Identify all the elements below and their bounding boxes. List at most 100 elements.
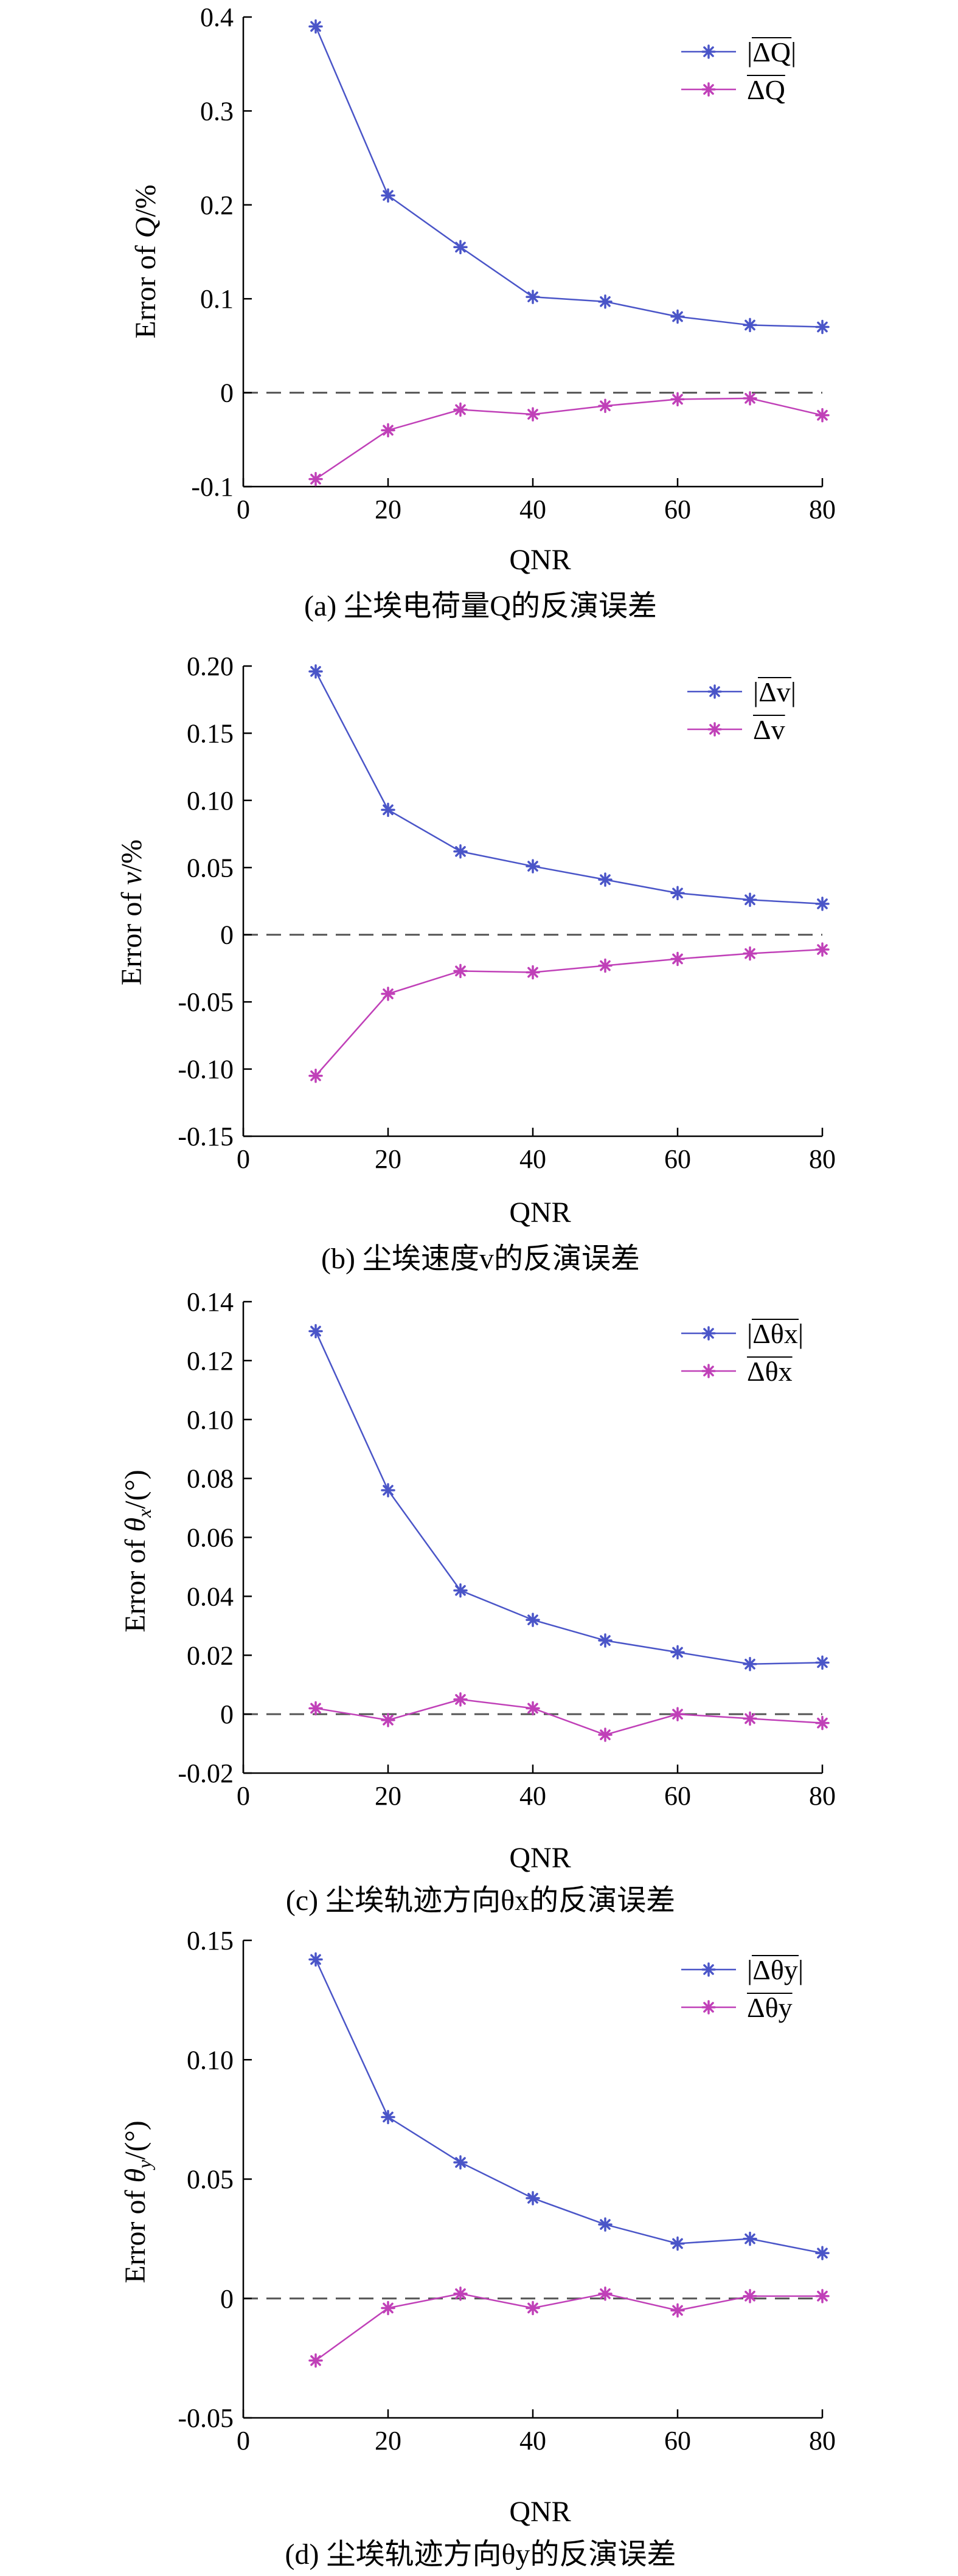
legend-label: Δθy [747,1992,793,2023]
y-tick-label: 0 [220,920,234,950]
legend: |Δθy| Δθy [681,1954,804,2023]
y-axis-label: Error of Q/% [130,184,162,338]
data-point [381,1483,395,1498]
y-tick-label: -0.10 [178,1055,234,1085]
series-abs-error [308,1952,830,2260]
legend-marker [701,1962,716,1977]
legend: |ΔQ| ΔQ [681,36,796,105]
data-point [453,2286,468,2301]
y-label-symbol: v [116,872,148,885]
series-line [314,1959,823,2254]
x-tick-label: 40 [519,495,546,524]
data-point [381,188,395,203]
legend-label: Δv [753,714,785,745]
y-tick-label: 0.05 [187,853,234,883]
y-axis-label: Error of θx/(°) [119,1470,155,1633]
y-tick-label: 0 [220,2284,234,2314]
data-point [743,946,757,961]
y-tick-label: 0.08 [187,1464,234,1494]
x-axis-label: QNR [509,1842,571,1874]
y-tick-label: 0 [220,378,234,408]
legend-entry: |ΔQ| [681,36,796,68]
x-tick-label: 0 [237,1144,250,1174]
y-tick-label: -0.02 [178,1758,234,1788]
x-tick-label: 20 [375,2426,401,2456]
data-point [453,963,468,979]
y-label-unit: /% [130,184,162,217]
y-tick-label: 0.4 [200,2,234,32]
x-tick-label: 60 [664,1781,691,1811]
legend: |Δθx| Δθx [681,1318,804,1387]
x-tick-label: 20 [375,495,401,524]
y-label-prefix: Error of [119,1532,151,1633]
legend-entry: |Δθy| [681,1954,804,1985]
axes-frame [242,1940,822,2419]
data-point [815,319,830,335]
x-tick-label: 40 [519,2426,546,2456]
data-point [308,471,323,487]
data-point [815,408,830,423]
data-point [815,1655,830,1670]
data-point [670,951,685,967]
y-label-prefix: Error of [130,238,162,338]
y-tick-label: 0.3 [200,96,234,126]
x-tick-label: 80 [809,2426,836,2456]
legend-label: |ΔQ| [747,36,796,68]
panel-caption: (c) 尘埃轨迹方向θx的反演误差 [286,1884,675,1917]
y-tick-label: -0.05 [178,2403,234,2433]
data-point [815,942,830,957]
y-tick-label: -0.15 [178,1122,234,1151]
y-tick-label: 0.04 [187,1581,234,1611]
y-label-prefix: Error of [116,885,148,985]
data-point [598,294,613,309]
y-label-prefix: Error of [119,2183,151,2283]
y-tick-label: 0.10 [187,786,234,816]
series-line [315,397,823,480]
x-axis-label: QNR [509,2496,571,2528]
legend-label: |Δv| [753,676,796,707]
x-tick-label: 0 [237,495,250,524]
panel-b: -0.15 -0.10 -0.05 0 0.05 0.10 0.15 0.20 0 20 40 60… [116,651,836,1275]
data-point [598,958,613,973]
x-tick-label: 0 [237,2426,250,2456]
x-tick-label: 80 [809,1144,836,1174]
data-point [381,2300,395,2316]
data-point [743,391,757,406]
y-label-unit: /(°) [119,1470,151,1509]
series-abs-error [308,19,830,335]
data-point [670,392,685,407]
series-mean-error [308,2286,830,2368]
x-tick-label: 20 [375,1144,401,1174]
data-point [381,2109,395,2125]
data-point [670,886,685,900]
data-point [598,2286,613,2301]
data-point [308,1324,323,1339]
data-point [308,2353,323,2368]
legend-label: Δθx [747,1356,793,1387]
data-point [743,1657,757,1672]
legend-marker [707,684,722,699]
x-axis-label: QNR [509,1196,571,1229]
y-tick-label: 0.05 [187,2165,234,2195]
data-point [598,1727,613,1742]
data-point [815,2289,830,2303]
data-point [743,318,757,333]
data-point [743,892,757,908]
series-mean-error [308,391,830,487]
data-point [453,402,468,417]
data-point [526,2191,540,2206]
data-point [381,423,395,438]
data-point [598,2217,613,2232]
legend-entry: Δθy [681,1992,793,2023]
x-tick-label: 0 [237,1781,250,1811]
data-point [381,1713,395,1727]
legend-label: ΔQ [747,74,785,105]
legend-entry: Δθx [681,1356,793,1387]
x-tick-label: 80 [809,495,836,524]
data-point [453,2155,468,2170]
legend-entry: |Δθx| [681,1318,804,1349]
y-axis-label: Error of θy/(°) [119,2120,155,2283]
legend-entry: ΔQ [681,74,785,105]
